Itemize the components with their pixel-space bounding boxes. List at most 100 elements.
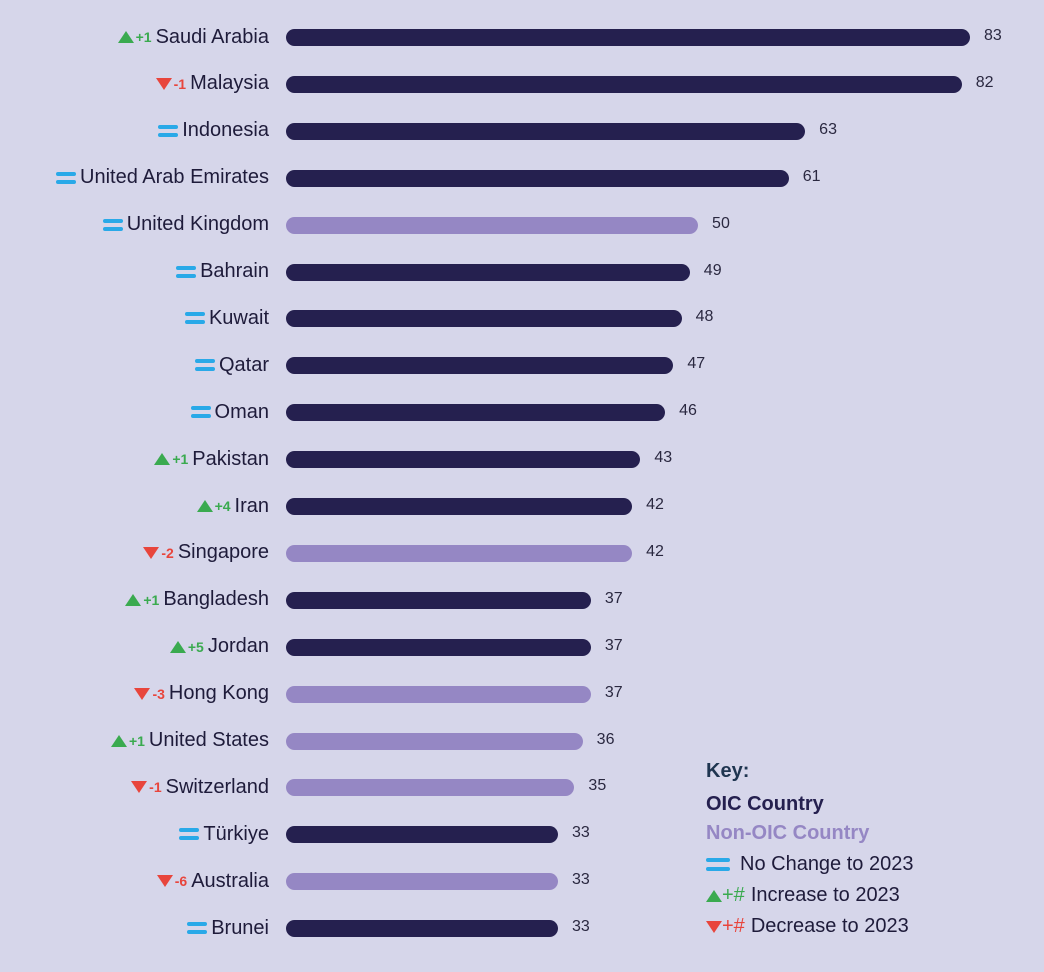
row-label: -1 Switzerland — [131, 772, 269, 802]
category-label: Oman — [214, 400, 269, 423]
bar — [286, 29, 970, 46]
data-label: 83 — [984, 27, 1002, 44]
legend-no-change-label: No Change to 2023 — [740, 853, 914, 875]
row-label: United Kingdom — [102, 210, 269, 240]
change-indicator: +1 — [154, 451, 188, 467]
legend-increase-hash: +# — [722, 884, 745, 906]
data-label: 50 — [712, 214, 730, 232]
data-label: 33 — [571, 824, 590, 842]
bar-row: +4 Iran 42 — [0, 491, 1044, 521]
up-triangle-icon — [196, 500, 213, 512]
legend-decrease: +# Decrease to 2023 — [706, 915, 913, 938]
category-label: Iran — [234, 494, 269, 517]
change-value: +1 — [135, 29, 152, 45]
row-label: Bahrain — [176, 257, 269, 287]
down-triangle-icon — [156, 875, 173, 888]
down-triangle-icon — [706, 920, 722, 933]
bar — [286, 169, 789, 187]
change-value: +1 — [128, 732, 145, 749]
up-triangle-icon — [117, 31, 134, 43]
change-indicator — [187, 922, 208, 935]
bar-row: +1 Pakistan 43 — [0, 444, 1044, 474]
change-value: +1 — [143, 591, 160, 608]
change-indicator: -6 — [156, 873, 188, 890]
bar-row: Kuwait 48 — [0, 303, 1044, 333]
data-label: 49 — [703, 261, 722, 279]
row-label: +1 Bangladesh — [125, 585, 269, 615]
category-label: Bahrain — [200, 260, 269, 282]
data-label: 42 — [646, 542, 664, 560]
category-label: Switzerland — [165, 775, 269, 798]
change-value: -6 — [174, 873, 188, 890]
bar-row: -6 Australia 33 — [0, 866, 1044, 896]
data-label: 46 — [679, 402, 697, 420]
row-label: -2 Singapore — [143, 538, 269, 568]
bar-row: Brunei 33 — [0, 913, 1044, 943]
row-label: Kuwait — [184, 303, 269, 333]
data-label: 36 — [596, 730, 615, 748]
data-label: 82 — [975, 73, 994, 91]
category-label: United States — [148, 729, 269, 751]
row-label: Brunei — [187, 913, 269, 943]
bar-row: Oman 46 — [0, 397, 1044, 427]
bar — [286, 591, 591, 609]
bar-row: United Arab Emirates 61 — [0, 163, 1044, 193]
data-label: 37 — [604, 636, 623, 654]
change-value: -1 — [173, 75, 187, 92]
bar — [286, 826, 558, 844]
bar-row: +1 Bangladesh 37 — [0, 585, 1044, 615]
change-indicator: -1 — [155, 75, 187, 92]
category-label: Türkiye — [203, 822, 269, 845]
data-label: 37 — [604, 683, 623, 701]
legend-decrease-hash: +# — [722, 915, 745, 937]
equal-icon — [194, 359, 215, 372]
bar — [286, 216, 699, 234]
bar — [286, 779, 575, 797]
row-label: Indonesia — [158, 116, 269, 146]
category-label: Kuwait — [208, 306, 269, 329]
equal-icon — [187, 922, 208, 935]
data-label: 42 — [646, 496, 664, 513]
bar-row: +1 United States 36 — [0, 726, 1044, 756]
bar — [286, 404, 666, 422]
up-triangle-icon — [110, 734, 127, 747]
change-value: -3 — [152, 685, 165, 702]
change-value: -2 — [161, 544, 174, 561]
category-label: Australia — [191, 869, 269, 892]
category-label: Singapore — [177, 541, 269, 564]
bar — [286, 263, 690, 281]
data-label: 61 — [802, 167, 821, 185]
bar-row: -1 Switzerland 35 — [0, 772, 1044, 802]
data-label: 48 — [695, 308, 714, 326]
data-label: 43 — [654, 449, 673, 467]
bar-row: +1 Saudi Arabia 83 — [0, 22, 1044, 52]
up-triangle-icon — [154, 453, 171, 466]
bar — [286, 685, 591, 703]
up-triangle-icon — [125, 593, 142, 606]
category-label: Malaysia — [190, 72, 269, 95]
equal-icon — [706, 858, 730, 871]
change-indicator — [190, 406, 211, 419]
change-indicator: +1 — [125, 592, 159, 608]
change-indicator — [158, 124, 179, 137]
down-triangle-icon — [131, 781, 148, 794]
bar — [286, 638, 591, 656]
row-label: -6 Australia — [156, 866, 269, 896]
equal-icon — [158, 124, 179, 137]
down-triangle-icon — [155, 77, 172, 90]
bar — [286, 122, 806, 140]
equal-icon — [176, 265, 197, 278]
bar-row: Bahrain 49 — [0, 257, 1044, 287]
change-indicator: -2 — [143, 544, 174, 561]
change-value: -1 — [149, 779, 162, 796]
legend-non-oic: Non-OIC Country — [706, 822, 870, 844]
legend-oic: OIC Country — [706, 793, 824, 815]
data-label: 63 — [819, 120, 837, 138]
legend-no-change: No Change to 2023 — [706, 853, 913, 876]
bar-row: United Kingdom 50 — [0, 210, 1044, 240]
change-indicator: -3 — [134, 685, 165, 702]
bar — [286, 75, 962, 93]
category-label: Bangladesh — [163, 588, 269, 611]
legend-title: Key: — [706, 760, 750, 782]
